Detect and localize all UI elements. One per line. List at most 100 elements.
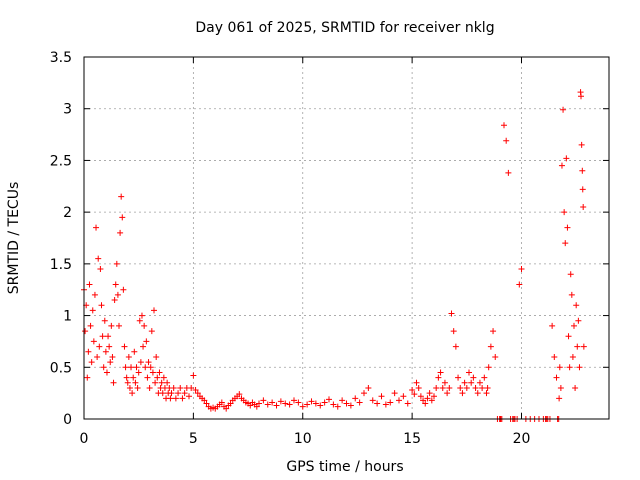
y-tick-label: 0 — [63, 412, 72, 428]
data-point — [90, 338, 97, 345]
data-point — [415, 384, 422, 391]
data-point — [560, 106, 567, 113]
data-point — [369, 397, 376, 404]
data-point — [553, 374, 560, 381]
data-point — [551, 353, 558, 360]
data-point — [435, 374, 442, 381]
x-tick-label: 10 — [294, 431, 312, 447]
y-tick-label: 3.5 — [50, 50, 72, 66]
data-point — [282, 400, 289, 407]
data-point — [97, 266, 104, 273]
y-tick-label: 3 — [63, 102, 72, 118]
data-point — [505, 169, 512, 176]
data-point — [492, 353, 499, 360]
data-point — [154, 374, 161, 381]
data-point — [190, 372, 197, 379]
data-point — [138, 312, 145, 319]
data-point — [422, 400, 429, 407]
data-point — [361, 390, 367, 397]
data-point — [347, 402, 354, 409]
data-point — [135, 369, 142, 376]
data-point — [147, 364, 154, 371]
data-point — [400, 393, 407, 400]
data-point — [88, 359, 95, 366]
data-point — [295, 399, 302, 406]
data-point — [503, 137, 510, 144]
data-point — [433, 384, 440, 391]
data-point — [95, 255, 102, 262]
data-point — [87, 322, 94, 329]
data-point — [579, 186, 586, 193]
data-point — [149, 369, 156, 376]
data-point — [103, 369, 110, 376]
data-point — [260, 397, 267, 404]
data-point — [153, 353, 160, 360]
data-point — [485, 364, 492, 371]
data-point — [286, 401, 293, 408]
data-point — [253, 403, 260, 410]
data-point — [120, 286, 127, 293]
data-point — [518, 266, 525, 273]
data-point — [117, 229, 124, 236]
data-point — [291, 397, 297, 404]
data-points — [81, 89, 587, 422]
data-point — [481, 374, 488, 381]
data-point — [99, 333, 106, 340]
data-point — [549, 322, 556, 329]
data-point — [159, 390, 166, 397]
data-point — [107, 359, 114, 366]
data-point — [391, 390, 398, 397]
data-point — [516, 281, 523, 288]
data-point — [273, 402, 280, 409]
data-point — [119, 214, 126, 221]
data-point — [580, 343, 587, 350]
chart-title: Day 061 of 2025, SRMTID for receiver nkl… — [195, 20, 494, 36]
data-point — [404, 400, 411, 407]
data-point — [472, 384, 479, 391]
data-point — [558, 162, 565, 169]
y-tick-label: 2 — [63, 205, 72, 221]
data-point — [136, 317, 143, 324]
data-point — [151, 307, 157, 314]
data-point — [564, 224, 571, 231]
data-point — [556, 364, 563, 371]
data-point — [96, 343, 103, 350]
data-point — [126, 384, 133, 391]
data-point — [420, 397, 427, 404]
data-point — [490, 328, 497, 335]
data-point — [330, 401, 337, 408]
data-point — [561, 209, 568, 216]
data-point — [111, 297, 118, 304]
data-point — [102, 348, 109, 355]
data-point — [133, 364, 140, 371]
data-point — [116, 322, 122, 329]
axis-ticks: 0 0.5 1 1.5 2 2.5 3 3.5 0 5 10 15 20 — [50, 50, 609, 447]
data-point — [94, 353, 101, 360]
data-point — [556, 395, 563, 402]
data-point — [444, 390, 451, 397]
data-point — [114, 291, 121, 298]
data-point — [277, 398, 284, 405]
data-point — [131, 348, 138, 355]
data-point — [571, 322, 577, 329]
data-point — [91, 291, 98, 298]
data-point — [143, 338, 150, 345]
data-point — [461, 379, 468, 386]
data-point — [312, 400, 319, 407]
data-point — [188, 384, 195, 391]
data-point — [105, 333, 112, 340]
data-point — [448, 310, 455, 317]
data-point — [141, 322, 148, 329]
data-point — [112, 281, 119, 288]
y-axis-label: SRMTID / TECUs — [6, 182, 22, 295]
data-point — [579, 167, 586, 174]
data-point — [365, 384, 372, 391]
data-point — [567, 271, 574, 278]
data-point — [121, 343, 128, 350]
data-point — [160, 374, 167, 381]
data-point — [576, 364, 583, 371]
data-point — [474, 390, 481, 397]
data-point — [247, 402, 254, 409]
